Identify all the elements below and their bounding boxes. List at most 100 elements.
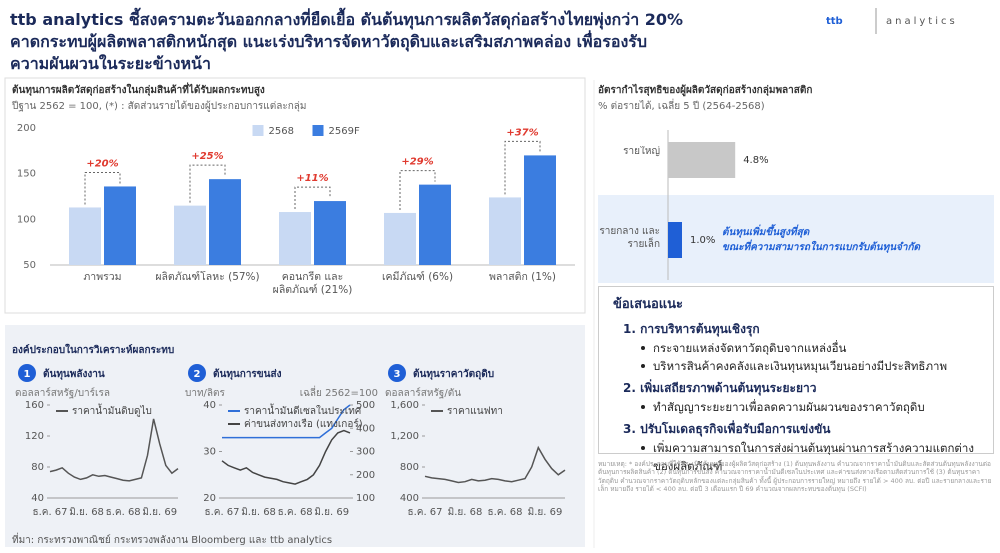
x-tick-label: เคมีภัณฑ์ (6%) bbox=[381, 271, 454, 283]
footnote: หมายเหตุ: * องค์ประกอบที่ใช้ประเมินต้นทุ… bbox=[598, 460, 992, 494]
x-tick-label: ธ.ค. 67 bbox=[204, 507, 239, 518]
annotation: ขณะที่ความสามารถในการแบกรับต้นทุนจำกัด bbox=[722, 239, 922, 253]
bar bbox=[174, 205, 206, 265]
source: ที่มา: กระทรวงพาณิชย์ กระทรวงพลังงาน Blo… bbox=[12, 535, 333, 546]
x-tick-label: ธ.ค. 68 bbox=[106, 507, 141, 518]
y-tick-label: 200 bbox=[17, 123, 36, 134]
section-title: องค์ประกอบในการวิเคราะห์ผลกระทบ bbox=[12, 343, 174, 356]
step-number: 1 bbox=[24, 369, 31, 380]
bracket bbox=[399, 170, 436, 210]
rec-number: 3. bbox=[623, 422, 636, 436]
step-number: 3 bbox=[394, 369, 401, 380]
rec-item: 3. ปรับโมเดลธุรกิจเพื่อรับมือการแข่งขัน bbox=[623, 420, 979, 439]
headline: คาดกระทบผู้ผลิตพลาสติกหนักสุด แนะเร่งบริ… bbox=[10, 32, 647, 51]
y-tick-label: 400 bbox=[400, 493, 419, 504]
category-label: รายใหญ่ bbox=[623, 146, 660, 157]
unit-label: บาท/ลิตร bbox=[185, 388, 226, 399]
y-tick-label: 40 bbox=[203, 400, 216, 411]
line-series bbox=[49, 418, 179, 482]
x-tick-label-box: ภาพรวม bbox=[83, 271, 122, 283]
logo-text: analytics bbox=[886, 16, 958, 27]
x-tick-label: มิ.ย. 68 bbox=[241, 507, 276, 518]
highlight bbox=[598, 195, 994, 283]
legend-label: 2569F bbox=[329, 126, 360, 137]
y2-tick-label: 400 bbox=[356, 423, 375, 434]
value-label: 4.8% bbox=[743, 155, 768, 166]
x-tick-label: มิ.ย. 69 bbox=[142, 507, 177, 518]
unit-label: ดอลลาร์สหรัฐ/ตัน bbox=[385, 387, 461, 399]
recommendations: ข้อเสนอแนะ 1. การบริหารต้นทุนเชิงรุก กระ… bbox=[598, 286, 994, 473]
category-label-box: รายใหญ่ bbox=[623, 146, 660, 157]
bracket bbox=[189, 164, 226, 203]
unit-note: เฉลี่ย 2562=100 bbox=[300, 385, 378, 399]
annotation: ต้นทุนเพิ่มขึ้นสูงที่สุด bbox=[722, 224, 811, 238]
bar bbox=[419, 184, 451, 265]
x-tick-label: ธ.ค. 67 bbox=[407, 507, 442, 518]
rec-item: 2. เพิ่มเสถียรภาพด้านต้นทุนระยะยาว bbox=[623, 379, 979, 398]
x-tick-label: มิ.ย. 69 bbox=[528, 507, 563, 518]
headline: ttb analytics ชี้สงครามตะวันออกกลางที่ยื… bbox=[10, 10, 684, 29]
rec-number: 1. bbox=[623, 322, 636, 336]
y-tick-label: 80 bbox=[31, 462, 44, 473]
y-tick-label: 50 bbox=[23, 260, 36, 271]
rec-bullet: เพิ่มความสามารถในการส่งผ่านต้นทุนผ่านการ… bbox=[641, 440, 979, 476]
headline: ความผันผวนในระยะข้างหน้า bbox=[10, 54, 211, 73]
y-tick-label: 150 bbox=[17, 169, 36, 180]
x-tick-label: ธ.ค. 68 bbox=[278, 507, 313, 518]
legend-label: ราคาแนฟทา bbox=[447, 406, 503, 417]
annotation: +20% bbox=[86, 158, 118, 169]
bar bbox=[668, 222, 682, 258]
y-tick-label: 20 bbox=[203, 493, 216, 504]
bar bbox=[524, 155, 556, 265]
y-tick-label: 100 bbox=[17, 214, 36, 225]
chart-title: ต้นทุนการผลิตวัสดุก่อสร้างในกลุ่มสินค้าท… bbox=[12, 82, 265, 97]
legend-label: 2568 bbox=[269, 126, 294, 137]
bar bbox=[104, 186, 136, 265]
y-tick-label: 120 bbox=[25, 431, 44, 442]
x-tick-label: คอนกรีต และผลิตภัณฑ์ (21%) bbox=[272, 271, 353, 297]
chart-subtitle: % ต่อรายได้, เฉลี่ย 5 ปี (2564-2568) bbox=[598, 98, 765, 112]
line-series bbox=[222, 404, 351, 439]
y2-tick-label: 300 bbox=[356, 447, 375, 458]
x-tick-label: มิ.ย. 69 bbox=[314, 507, 349, 518]
y-tick-label: 800 bbox=[400, 462, 419, 473]
annotation: +25% bbox=[191, 151, 223, 162]
rec-bullet: บริหารสินค้าคงคลังและเงินทุนหมุนเวียนอย่… bbox=[641, 358, 979, 376]
bar bbox=[489, 197, 521, 265]
category-label-box: รายกลาง และรายเล็ก bbox=[599, 226, 660, 250]
bar bbox=[668, 142, 736, 178]
x-tick-label-box: ผลิตภัณฑ์โลหะ (57%) bbox=[155, 271, 260, 283]
x-tick-label: มิ.ย. 68 bbox=[69, 507, 104, 518]
bar bbox=[209, 179, 241, 265]
chart-title: ต้นทุนราคาวัตถุดิบ bbox=[413, 368, 494, 380]
step-number-badge bbox=[18, 364, 36, 382]
bar bbox=[384, 212, 416, 265]
bracket bbox=[84, 171, 121, 205]
legend-label: ราคาน้ำมันดิบดูไบ bbox=[72, 403, 152, 417]
x-tick-label: ภาพรวม bbox=[83, 271, 122, 283]
bar bbox=[69, 207, 101, 265]
annotation: +11% bbox=[296, 173, 328, 184]
legend-swatch bbox=[252, 125, 264, 136]
line-series bbox=[221, 429, 351, 485]
legend-label: ค่าขนส่งทางเรือ (แทงเกอร์) bbox=[244, 418, 363, 430]
y2-tick-label: 200 bbox=[356, 470, 375, 481]
rec-bullet: กระจายแหล่งจัดหาวัตถุดิบจากแหล่งอื่น bbox=[641, 340, 979, 358]
x-tick-label-box: เคมีภัณฑ์ (6%) bbox=[381, 271, 454, 283]
chart-subtitle: ปีฐาน 2562 = 100, (*) : สัดส่วนรายได้ของ… bbox=[11, 100, 306, 112]
bracket bbox=[504, 140, 541, 195]
panel bbox=[5, 325, 585, 547]
unit-label: ดอลลาร์สหรัฐ/บาร์เรล bbox=[15, 387, 110, 399]
annotation: +37% bbox=[506, 127, 538, 138]
chart-title: อัตรากำไรสุทธิของผู้ผลิตวัสดุก่อสร้างกลุ… bbox=[598, 83, 812, 97]
chart-title: ต้นทุนพลังงาน bbox=[43, 368, 105, 380]
step-number: 2 bbox=[194, 369, 201, 380]
x-tick-label: มิ.ย. 68 bbox=[448, 507, 483, 518]
rec-title: ข้อเสนอแนะ bbox=[613, 297, 684, 312]
legend-label: ราคาน้ำมันดีเซลในประเทศ bbox=[244, 403, 362, 417]
step-number-badge bbox=[188, 364, 206, 382]
x-tick-label: ผลิตภัณฑ์โลหะ (57%) bbox=[155, 271, 260, 283]
rec-item-title: การบริหารต้นทุนเชิงรุก bbox=[640, 322, 760, 336]
